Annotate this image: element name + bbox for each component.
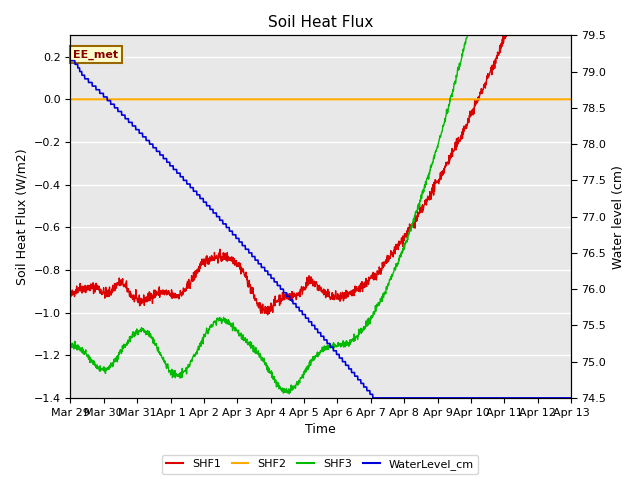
Line: SHF1: SHF1: [70, 0, 571, 315]
SHF2: [323, 96, 330, 102]
X-axis label: Time: Time: [305, 423, 336, 436]
Line: SHF3: SHF3: [70, 0, 571, 394]
SHF2: [67, 96, 74, 102]
SHF1: [67, 292, 74, 298]
SHF1: [156, 290, 164, 296]
WaterLevel_cm: [323, 337, 330, 343]
Y-axis label: Soil Heat Flux (W/m2): Soil Heat Flux (W/m2): [15, 148, 28, 285]
WaterLevel_cm: [76, 69, 84, 74]
SHF2: [156, 96, 164, 102]
SHF2: [293, 96, 301, 102]
SHF2: [567, 96, 575, 102]
SHF3: [76, 346, 84, 351]
WaterLevel_cm: [369, 395, 377, 401]
Line: WaterLevel_cm: WaterLevel_cm: [70, 60, 571, 398]
SHF1: [412, 217, 420, 223]
SHF1: [293, 291, 301, 297]
SHF1: [264, 312, 271, 318]
SHF2: [535, 96, 543, 102]
WaterLevel_cm: [567, 395, 575, 401]
SHF3: [67, 343, 74, 348]
Title: Soil Heat Flux: Soil Heat Flux: [268, 15, 374, 30]
WaterLevel_cm: [293, 304, 301, 310]
SHF3: [293, 381, 301, 387]
SHF2: [412, 96, 419, 102]
WaterLevel_cm: [67, 58, 74, 63]
SHF3: [412, 210, 420, 216]
WaterLevel_cm: [536, 395, 543, 401]
SHF2: [76, 96, 84, 102]
SHF3: [323, 347, 331, 353]
SHF1: [323, 289, 331, 295]
WaterLevel_cm: [156, 152, 164, 158]
SHF3: [156, 352, 164, 358]
Legend: SHF1, SHF2, SHF3, WaterLevel_cm: SHF1, SHF2, SHF3, WaterLevel_cm: [162, 455, 478, 474]
SHF1: [76, 287, 84, 293]
WaterLevel_cm: [412, 395, 420, 401]
Text: EE_met: EE_met: [73, 50, 118, 60]
SHF3: [285, 391, 293, 396]
Y-axis label: Water level (cm): Water level (cm): [612, 165, 625, 269]
